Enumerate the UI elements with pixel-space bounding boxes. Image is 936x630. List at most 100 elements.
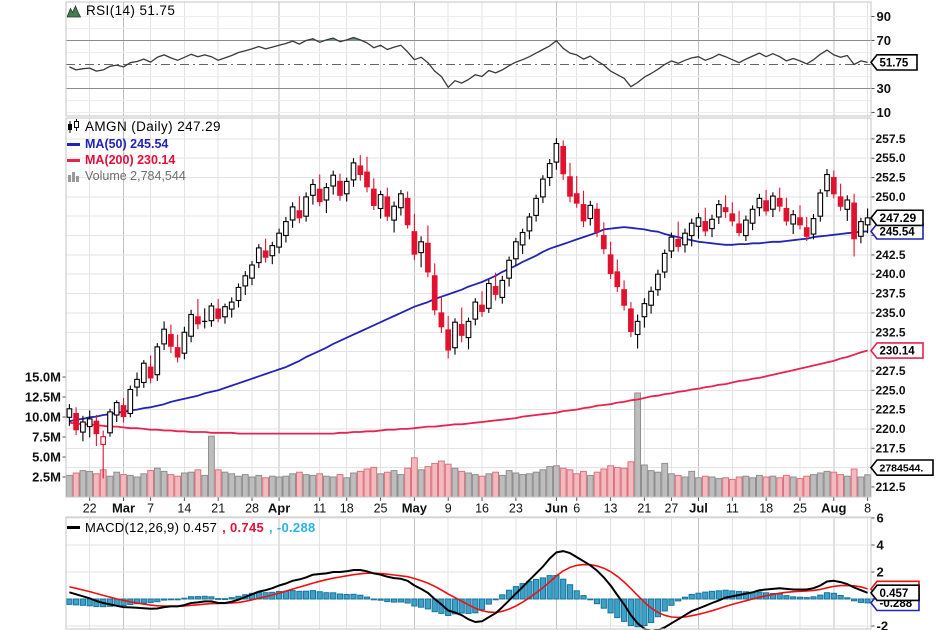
macd-histogram-bar [634, 598, 641, 628]
macd-histogram-bar [377, 598, 384, 601]
candle-body [749, 208, 756, 224]
macd-histogram-bar [715, 590, 722, 600]
price-axis-label: 257.5 [876, 132, 906, 146]
macd-histogram-bar [397, 598, 404, 603]
macd-histogram-bar [215, 598, 222, 600]
price-axis-label: 220.0 [876, 422, 906, 436]
candle-body [127, 388, 134, 415]
candle-body [418, 241, 424, 254]
macd-histogram-bar [336, 593, 344, 600]
macd-panel[interactable] [65, 516, 872, 630]
macd-axis-label: -2 [877, 619, 889, 630]
candle-body [688, 222, 695, 237]
macd-histogram-bar [276, 590, 283, 600]
candle-body [763, 200, 769, 212]
date-axis-label: 11 [313, 502, 326, 516]
price-axis-label: 222.5 [876, 403, 906, 417]
macd-histogram-bar [817, 594, 824, 600]
macd-histogram-bar [174, 598, 181, 601]
rsi-axis-label: 30 [877, 81, 891, 96]
price-axis-label: 235.0 [876, 306, 906, 320]
macd-histogram-bar [654, 598, 661, 618]
date-axis-label: 25 [374, 502, 388, 516]
macd-histogram-bar [796, 596, 804, 600]
macd-histogram-bar [384, 598, 391, 603]
macd-histogram-bar [221, 598, 229, 601]
candle-body [310, 183, 316, 196]
candle-body [458, 323, 465, 336]
candle-body [174, 347, 181, 358]
candle-body [648, 290, 654, 306]
macd-histogram-bar [580, 595, 587, 600]
candle-body [208, 305, 215, 322]
macd-histogram-bar [648, 598, 655, 623]
candle-body [587, 204, 594, 220]
macd-histogram-bar [810, 596, 817, 600]
candle-body [776, 197, 783, 207]
macd-histogram-bar [641, 598, 648, 627]
candle-body [628, 308, 634, 332]
candle-body [783, 207, 790, 222]
macd-histogram-bar [851, 598, 858, 602]
macd-histogram-bar [485, 598, 492, 605]
candle-body [235, 286, 242, 302]
date-axis-label: 16 [475, 502, 489, 516]
last-price-tag [869, 209, 924, 227]
price-axis-label: 250.0 [876, 190, 906, 204]
price-axis-label: 212.5 [876, 480, 906, 494]
candle-body [168, 334, 174, 347]
macd-histogram-bar [533, 578, 540, 600]
candle-body [803, 227, 810, 237]
candle-body [864, 217, 871, 226]
macd-histogram-bar [289, 590, 296, 600]
date-axis-label: Mar [112, 501, 135, 516]
candle-body [398, 193, 404, 209]
price-axis-label: 227.5 [876, 364, 906, 378]
candle-body [350, 162, 357, 181]
macd-histogram-bar [790, 596, 797, 600]
macd-histogram-bar [769, 593, 776, 600]
macd-histogram-bar [323, 592, 330, 600]
macd-histogram-bar [106, 598, 114, 607]
macd-histogram-bar [830, 592, 837, 600]
macd-histogram-bar [370, 598, 377, 601]
candle-body [289, 206, 296, 221]
macd-histogram-bar [573, 590, 580, 600]
macd-histogram-bar [593, 598, 601, 605]
date-axis-label: 28 [245, 502, 259, 516]
candle-body [228, 301, 235, 310]
candle-body [553, 142, 560, 163]
macd-histogram-bar [120, 598, 127, 607]
macd-histogram-bar [309, 590, 316, 600]
price-panel[interactable] [65, 117, 872, 498]
macd-histogram-bar [451, 598, 459, 615]
candle-body [695, 217, 702, 227]
candle-body [276, 232, 282, 248]
macd-histogram-bar [702, 591, 709, 600]
macd-histogram-bar [316, 591, 323, 600]
candle-body [546, 163, 553, 179]
candle-body [573, 193, 580, 204]
candle-body [188, 313, 194, 337]
ma200-line [69, 349, 868, 435]
macd-value-tag [869, 584, 920, 602]
candle-body [519, 231, 526, 246]
candle-body [100, 436, 107, 445]
date-axis-label: 9 [445, 502, 452, 516]
macd-histogram-bar [363, 596, 371, 600]
candle-body [161, 328, 167, 345]
price-axis-label: 237.5 [876, 287, 906, 301]
macd-histogram-bar [668, 598, 675, 606]
date-axis-label: Jun [545, 501, 568, 516]
candle-body [641, 303, 648, 318]
candle-body [357, 165, 364, 176]
candle-body [222, 306, 228, 318]
rsi-panel[interactable] [65, 1, 872, 117]
candle-body [756, 197, 763, 209]
price-axis-label: 255.0 [876, 151, 906, 165]
macd-histogram-bar [823, 592, 831, 600]
macd-histogram-bar [560, 578, 567, 600]
date-axis-label: 21 [211, 502, 225, 516]
macd-histogram-bar [404, 598, 411, 604]
